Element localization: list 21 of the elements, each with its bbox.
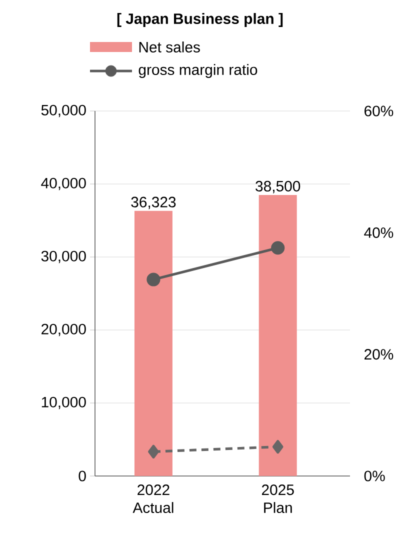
point	[271, 241, 285, 255]
y-tick-label: 50,000	[41, 104, 86, 118]
y2-tick-label: 60%	[364, 106, 394, 116]
y2-tick-label: 40%	[364, 227, 394, 238]
x-tick-label: 2025 Plan	[262, 484, 294, 514]
y-tick-label: 0	[78, 470, 86, 482]
legend-label: Net sales	[139, 42, 200, 52]
y2-tick-label: 20%	[364, 349, 394, 360]
y2-tick-label: 0%	[364, 470, 385, 482]
y-tick-label: 30,000	[41, 250, 86, 264]
data-label: 38,500	[256, 180, 300, 194]
chart-title: [ Japan Business plan ]	[117, 13, 283, 27]
legend-label: gross margin ratio	[138, 64, 258, 78]
point	[272, 440, 284, 454]
point	[146, 272, 160, 286]
y-tick-label: 10,000	[42, 396, 86, 410]
y-tick-label: 20,000	[42, 324, 86, 336]
data-label: 36,323	[131, 196, 176, 210]
point	[148, 444, 159, 458]
x-tick-label: 2022 Actual	[132, 484, 174, 514]
y-tick-label: 40,000	[41, 178, 86, 190]
